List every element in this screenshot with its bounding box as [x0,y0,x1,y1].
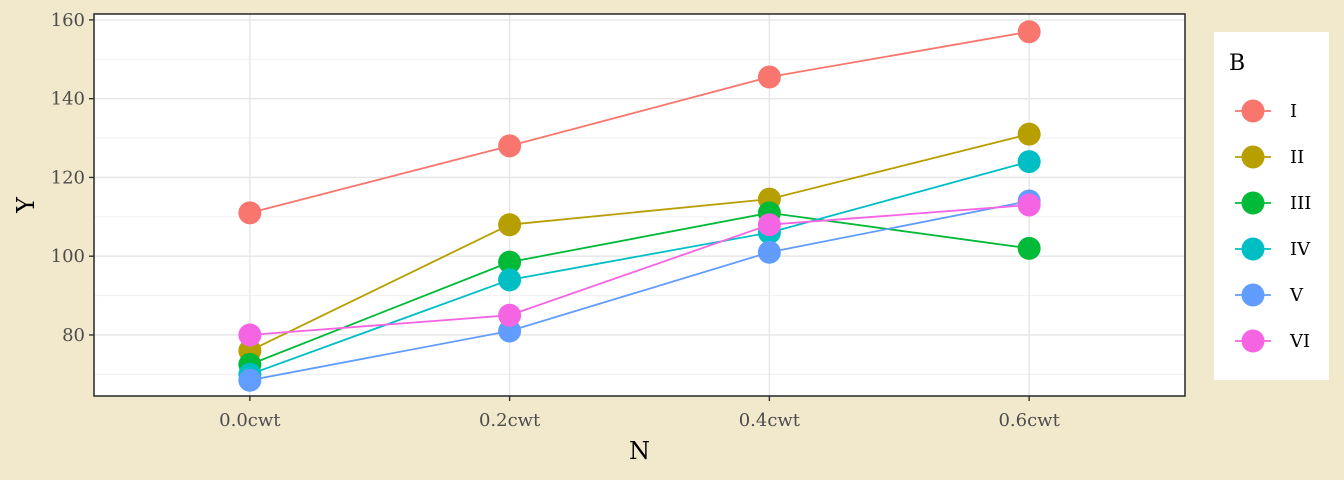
x-tick-label: 0.6cwt [998,410,1060,431]
legend-label: V [1289,285,1304,306]
legend-label: III [1290,193,1311,214]
legend-key-point [1241,99,1265,123]
x-tick-label: 0.0cwt [219,410,281,431]
data-point-I [238,201,262,225]
data-point-VI [757,213,781,237]
data-point-I [498,134,522,158]
legend-label: II [1290,147,1304,168]
x-tick-label: 0.2cwt [479,410,541,431]
data-point-I [757,65,781,89]
data-point-I [1017,20,1041,44]
data-point-V [757,240,781,264]
x-axis-title: N [629,437,650,465]
y-tick-label: 100 [51,246,85,267]
data-point-II [498,213,522,237]
legend-label: VI [1289,331,1310,352]
series-line-I [249,30,1030,214]
axes: 80 100 120 140 160 0.0cwt 0.2cwt 0.4cwt 0.6cwt [51,10,1061,431]
y-tick-label: 140 [51,89,85,110]
data-point-III [498,250,522,274]
legend-key-point [1241,237,1265,261]
series-line-III [249,211,1030,366]
legend-key-point [1241,191,1265,215]
series-line-VI [249,204,1030,336]
data-point-III [1017,236,1041,260]
series-group [238,20,1041,392]
data-point-VI [498,303,522,327]
series-line-V [249,200,1030,382]
data-point-V [498,319,522,343]
legend-key-point [1241,145,1265,169]
legend-key-point [1241,283,1265,307]
data-point-IV [1017,150,1041,174]
y-tick-label: 160 [51,10,85,31]
legend-label: IV [1290,239,1311,260]
legend-box [1214,32,1329,380]
y-axis-title: Y [12,196,40,214]
y-tick-label: 120 [51,167,85,188]
y-tick-label: 80 [62,325,85,346]
legend-title: B [1229,51,1245,76]
plot-border [93,13,1186,397]
x-tick-label: 0.4cwt [739,410,801,431]
data-point-VI [1017,193,1041,217]
data-point-II [1017,122,1041,146]
data-point-V [238,368,262,392]
series-line-IV [249,160,1030,376]
data-point-IV [498,268,522,292]
legend-key-point [1241,329,1265,353]
legend-label: I [1290,101,1297,122]
series-line-II [249,133,1030,352]
data-point-VI [238,323,262,347]
